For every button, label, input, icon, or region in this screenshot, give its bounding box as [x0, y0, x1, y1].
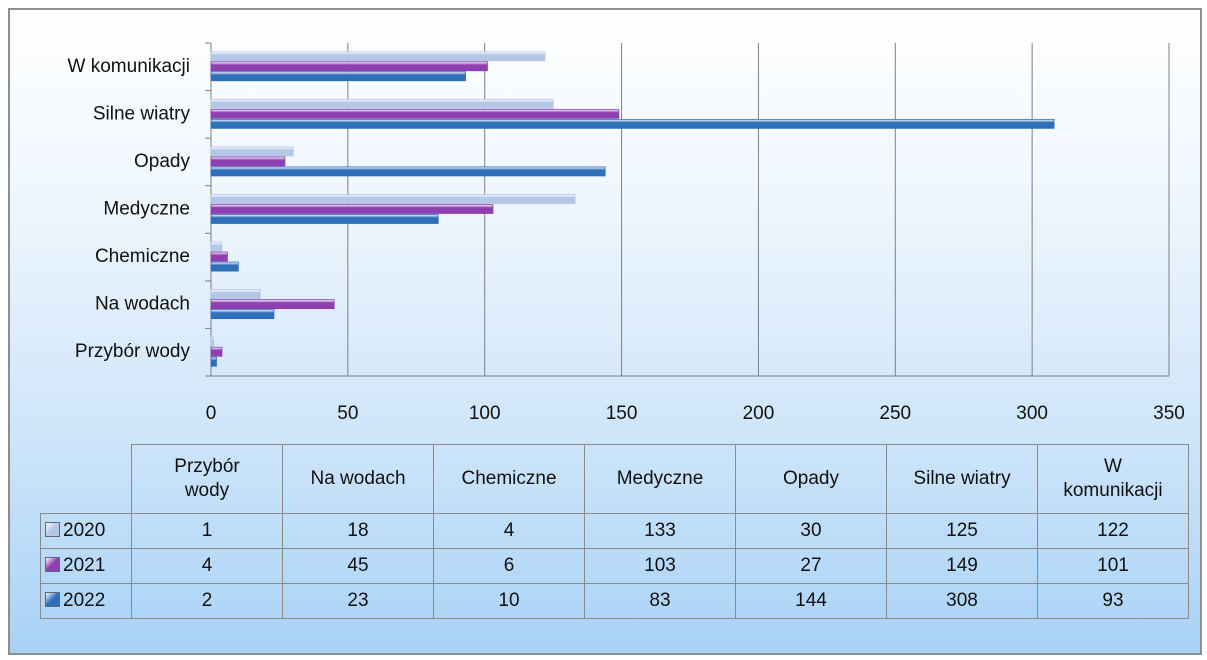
header-cell: Na wodach: [282, 444, 434, 514]
header-label: Przybór wody: [174, 456, 240, 501]
legend-swatch: [45, 557, 60, 572]
value-cell: 133: [584, 513, 736, 549]
legend-swatch: [45, 592, 60, 607]
value-cell: 144: [735, 583, 887, 619]
y-tick-label: Opady: [134, 151, 190, 172]
bar: [210, 118, 1055, 129]
x-tick-label: 350: [1153, 403, 1185, 424]
header-cell: Medyczne: [584, 444, 736, 514]
value-cell: 122: [1037, 513, 1189, 549]
x-tick-label: 250: [879, 403, 911, 424]
header-label: Silne wiatry: [913, 468, 1011, 489]
y-tick-label: W komunikacji: [68, 56, 190, 77]
header-label: W komunikacji: [1063, 456, 1163, 501]
value-cell: 30: [735, 513, 887, 549]
value-cell: 149: [886, 548, 1038, 584]
bar: [210, 251, 228, 262]
value-cell: 10: [433, 583, 585, 619]
legend-label: 2020: [63, 520, 106, 541]
value-cell: 1: [131, 513, 283, 549]
bar: [210, 356, 217, 367]
bar: [210, 194, 576, 204]
value-cell: 6: [433, 548, 585, 584]
bar: [210, 309, 275, 320]
x-tick-label: 200: [743, 403, 775, 424]
value-cell: 27: [735, 548, 887, 584]
value-cell: 101: [1037, 548, 1189, 584]
corner-cell: [40, 444, 132, 514]
legend-cell: 2020: [40, 513, 132, 549]
value-cell: 4: [131, 548, 283, 584]
header-label: Na wodach: [310, 468, 406, 489]
header-label: Opady: [783, 468, 839, 489]
bar: [210, 108, 620, 119]
bar: [210, 71, 466, 82]
header-label: Chemiczne: [461, 468, 557, 489]
data-row: 2022 2 23 10 83 144 308 93: [40, 583, 1189, 619]
bar: [210, 61, 488, 72]
legend-swatch: [45, 522, 60, 537]
legend-label: 2021: [63, 555, 106, 576]
value-cell: 2: [131, 583, 283, 619]
legend-label: 2022: [63, 590, 106, 611]
y-tick-label: Silne wiatry: [93, 103, 191, 124]
x-tick-label: 0: [206, 403, 217, 424]
y-tick-label: Chemiczne: [95, 246, 190, 267]
legend-cell: 2022: [40, 583, 132, 619]
x-tick-label: 150: [606, 403, 638, 424]
header-cell: W komunikacji: [1037, 444, 1189, 514]
bar: [210, 346, 223, 357]
bar: [210, 214, 439, 224]
legend-cell: 2021: [40, 548, 132, 584]
bar: [210, 98, 554, 109]
data-table: Przybór wody Na wodach Chemiczne Medyczne Op…: [40, 444, 1189, 619]
data-row: 2021 4 45 6 103 27 149 101: [40, 548, 1189, 584]
bar: [210, 204, 494, 214]
header-cell: Przybór wody: [131, 444, 283, 514]
value-cell: 93: [1037, 583, 1189, 619]
value-cell: 308: [886, 583, 1038, 619]
value-cell: 18: [282, 513, 434, 549]
bar: [210, 299, 335, 310]
header-row: Przybór wody Na wodach Chemiczne Medyczne Op…: [40, 444, 1189, 514]
value-cell: 83: [584, 583, 736, 619]
header-cell: Opady: [735, 444, 887, 514]
x-tick-label: 50: [337, 403, 358, 424]
chart: 0 50 100 150 200 250 300 350 Przybór wody Na woda…: [68, 42, 1185, 424]
value-cell: 4: [433, 513, 585, 549]
bar: [210, 289, 261, 300]
bar: [210, 241, 223, 252]
header-cell: Chemiczne: [433, 444, 585, 514]
y-tick-label: Przybór wody: [75, 341, 191, 362]
bar: [210, 166, 606, 177]
bar: [210, 261, 239, 272]
value-cell: 45: [282, 548, 434, 584]
data-row: 2020 1 18 4 133 30 125 122: [40, 513, 1189, 549]
y-tick-label: Na wodach: [95, 294, 190, 315]
header-label: Medyczne: [616, 468, 704, 489]
bar: [210, 146, 294, 157]
x-tick-label: 100: [469, 403, 501, 424]
x-tick-label: 300: [1016, 403, 1048, 424]
y-tick-label: Medyczne: [103, 199, 190, 220]
value-cell: 125: [886, 513, 1038, 549]
value-cell: 23: [282, 583, 434, 619]
bar: [210, 156, 286, 167]
header-cell: Silne wiatry: [886, 444, 1038, 514]
bar: [210, 336, 215, 347]
bar: [210, 51, 546, 62]
value-cell: 103: [584, 548, 736, 584]
